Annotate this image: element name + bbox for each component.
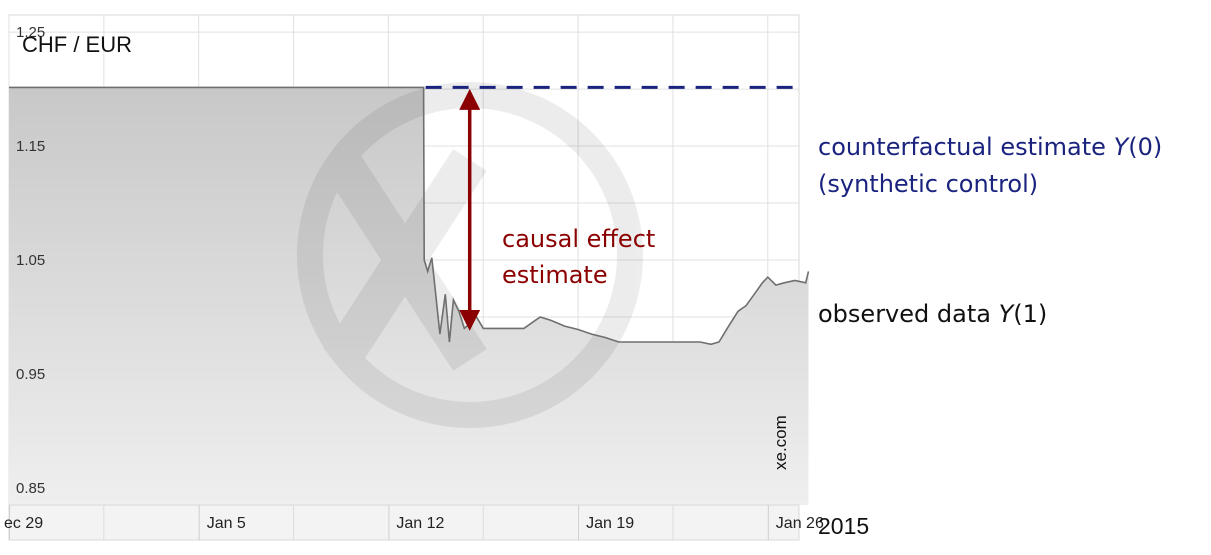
counterfactual-label-arg: (0) — [1128, 133, 1162, 161]
y-tick-label: 1.05 — [16, 252, 45, 269]
annotation-layer — [425, 85, 799, 331]
effect-label-line1: causal effect — [502, 225, 655, 253]
counterfactual-label-text: counterfactual estimate — [818, 133, 1114, 161]
counterfactual-label-var: Y — [1114, 133, 1131, 161]
x-tick-label: Jan 12 — [396, 515, 444, 532]
observed-label-var: Y — [999, 300, 1016, 328]
x-axis-bar — [8, 504, 800, 541]
x-tick-label: Jan 5 — [207, 515, 246, 532]
area-layer — [9, 87, 809, 506]
y-tick-label: 0.85 — [16, 480, 45, 497]
chart-title: CHF / EUR — [22, 32, 132, 57]
line-layer — [9, 86, 810, 346]
y-tick-label: 1.25 — [16, 24, 45, 41]
x-tick-label: Jan 26 — [776, 515, 824, 532]
observed-label-text: observed data — [818, 300, 999, 328]
observed-label: observed data Y(1) — [818, 300, 1047, 328]
observed-area — [9, 87, 809, 506]
year-label: 2015 — [818, 513, 869, 539]
y-tick-label: 0.95 — [16, 366, 45, 383]
effect-label-line2: estimate — [502, 261, 608, 289]
x-tick-label: ec 29 — [4, 515, 43, 532]
x-axis: ec 29 Jan 5 Jan 12 Jan 19 Jan 26 — [4, 505, 824, 540]
counterfactual-label: counterfactual estimate Y(0) — [818, 133, 1162, 161]
x-tick-label: Jan 19 — [586, 515, 634, 532]
observed-line — [9, 86, 810, 346]
observed-label-arg: (1) — [1013, 300, 1047, 328]
synthetic-control-label: (synthetic control) — [818, 170, 1038, 198]
y-tick-label: 1.15 — [16, 138, 45, 155]
y-axis: 1.25 1.15 1.05 0.95 0.85 — [16, 24, 45, 497]
xe-watermark-text: xe.com — [771, 415, 790, 470]
